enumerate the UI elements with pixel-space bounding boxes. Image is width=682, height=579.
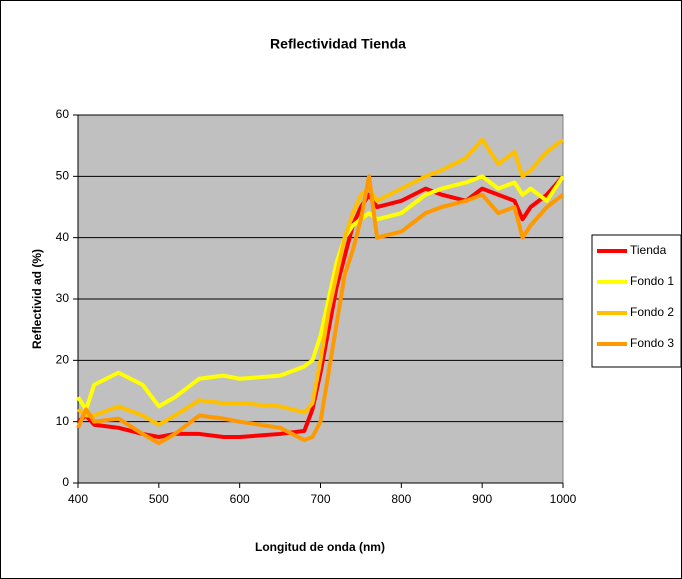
legend-label: Fondo 3 [630, 336, 674, 350]
series-line [76, 175, 565, 439]
x-tick-label: 500 [149, 492, 169, 506]
legend-label: Fondo 2 [630, 305, 674, 319]
chart-title: Reflectividad Tienda [270, 36, 406, 52]
x-tick-label: 900 [472, 492, 492, 506]
x-tick-label: 400 [68, 492, 88, 506]
series-line [76, 174, 565, 446]
y-tick-label: 20 [56, 353, 70, 367]
series-line [76, 137, 565, 427]
y-tick-label: 0 [62, 475, 69, 489]
x-tick-label: 600 [230, 492, 250, 506]
legend-label: Tienda [630, 243, 667, 257]
x-axis-title: Longitud de onda (nm) [255, 540, 385, 554]
x-tick-label: 800 [391, 492, 411, 506]
y-tick-label: 50 [56, 169, 70, 183]
legend-label: Fondo 1 [630, 274, 674, 288]
y-tick-label: 30 [56, 291, 70, 305]
y-tick-label: 10 [56, 414, 70, 428]
x-tick-label: 1000 [550, 492, 577, 506]
x-tick-label: 700 [310, 492, 330, 506]
y-axis-title: Reflectivid ad (%) [30, 249, 44, 349]
y-tick-label: 60 [56, 107, 70, 121]
y-tick-label: 40 [56, 230, 70, 244]
